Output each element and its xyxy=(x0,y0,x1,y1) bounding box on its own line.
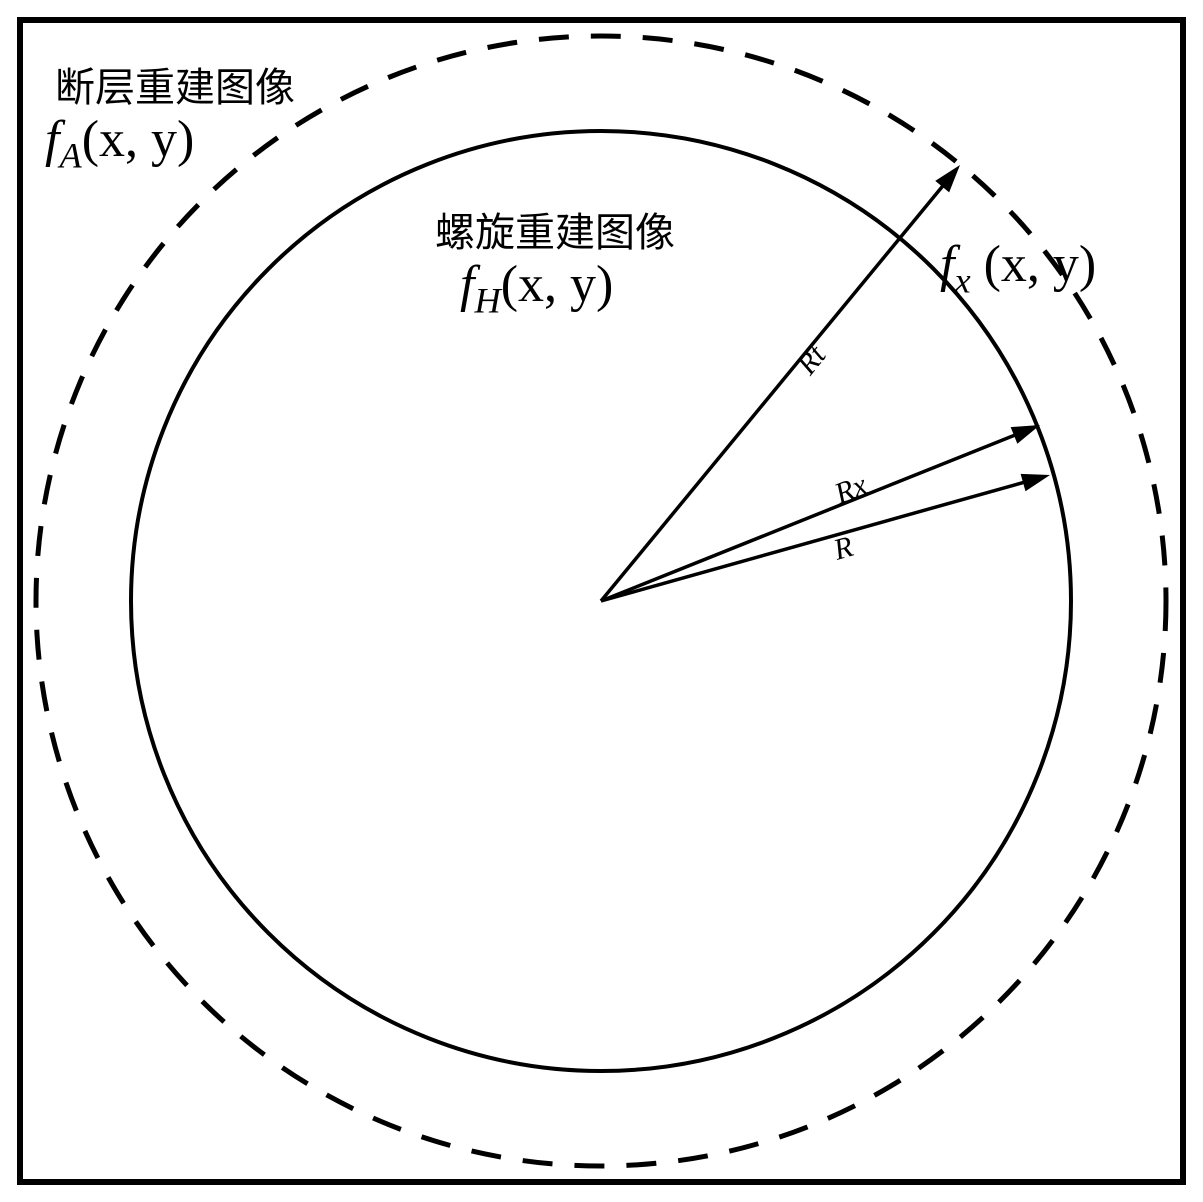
diagram-svg xyxy=(0,0,1203,1202)
fn-sub: x xyxy=(954,260,970,300)
fn-letter: f xyxy=(460,256,474,313)
outer-region-formula: fA(x, y) xyxy=(45,110,194,176)
inner-region-formula: fH(x, y) xyxy=(460,255,613,321)
inner-region-title: 螺旋重建图像 xyxy=(435,200,675,258)
fn-args: (x, y) xyxy=(501,256,614,313)
fn-sub: A xyxy=(59,135,81,175)
outer-region-title: 断层重建图像 xyxy=(55,55,295,113)
radius-rx-line xyxy=(601,431,1024,601)
fn-letter: f xyxy=(45,111,59,168)
fn-letter: f xyxy=(940,236,954,293)
fn-args: (x, y) xyxy=(82,111,195,168)
fn-sub: H xyxy=(474,280,500,320)
fn-args: (x, y) xyxy=(984,236,1097,293)
radius-r-line xyxy=(601,480,1034,601)
radius-rx-head xyxy=(1011,425,1040,444)
radius-r-head xyxy=(1021,474,1050,491)
outer-title-text: 断层重建图像 xyxy=(55,65,295,110)
inner-title-text: 螺旋重建图像 xyxy=(435,210,675,255)
ring-region-formula: fx (x, y) xyxy=(940,235,1096,301)
